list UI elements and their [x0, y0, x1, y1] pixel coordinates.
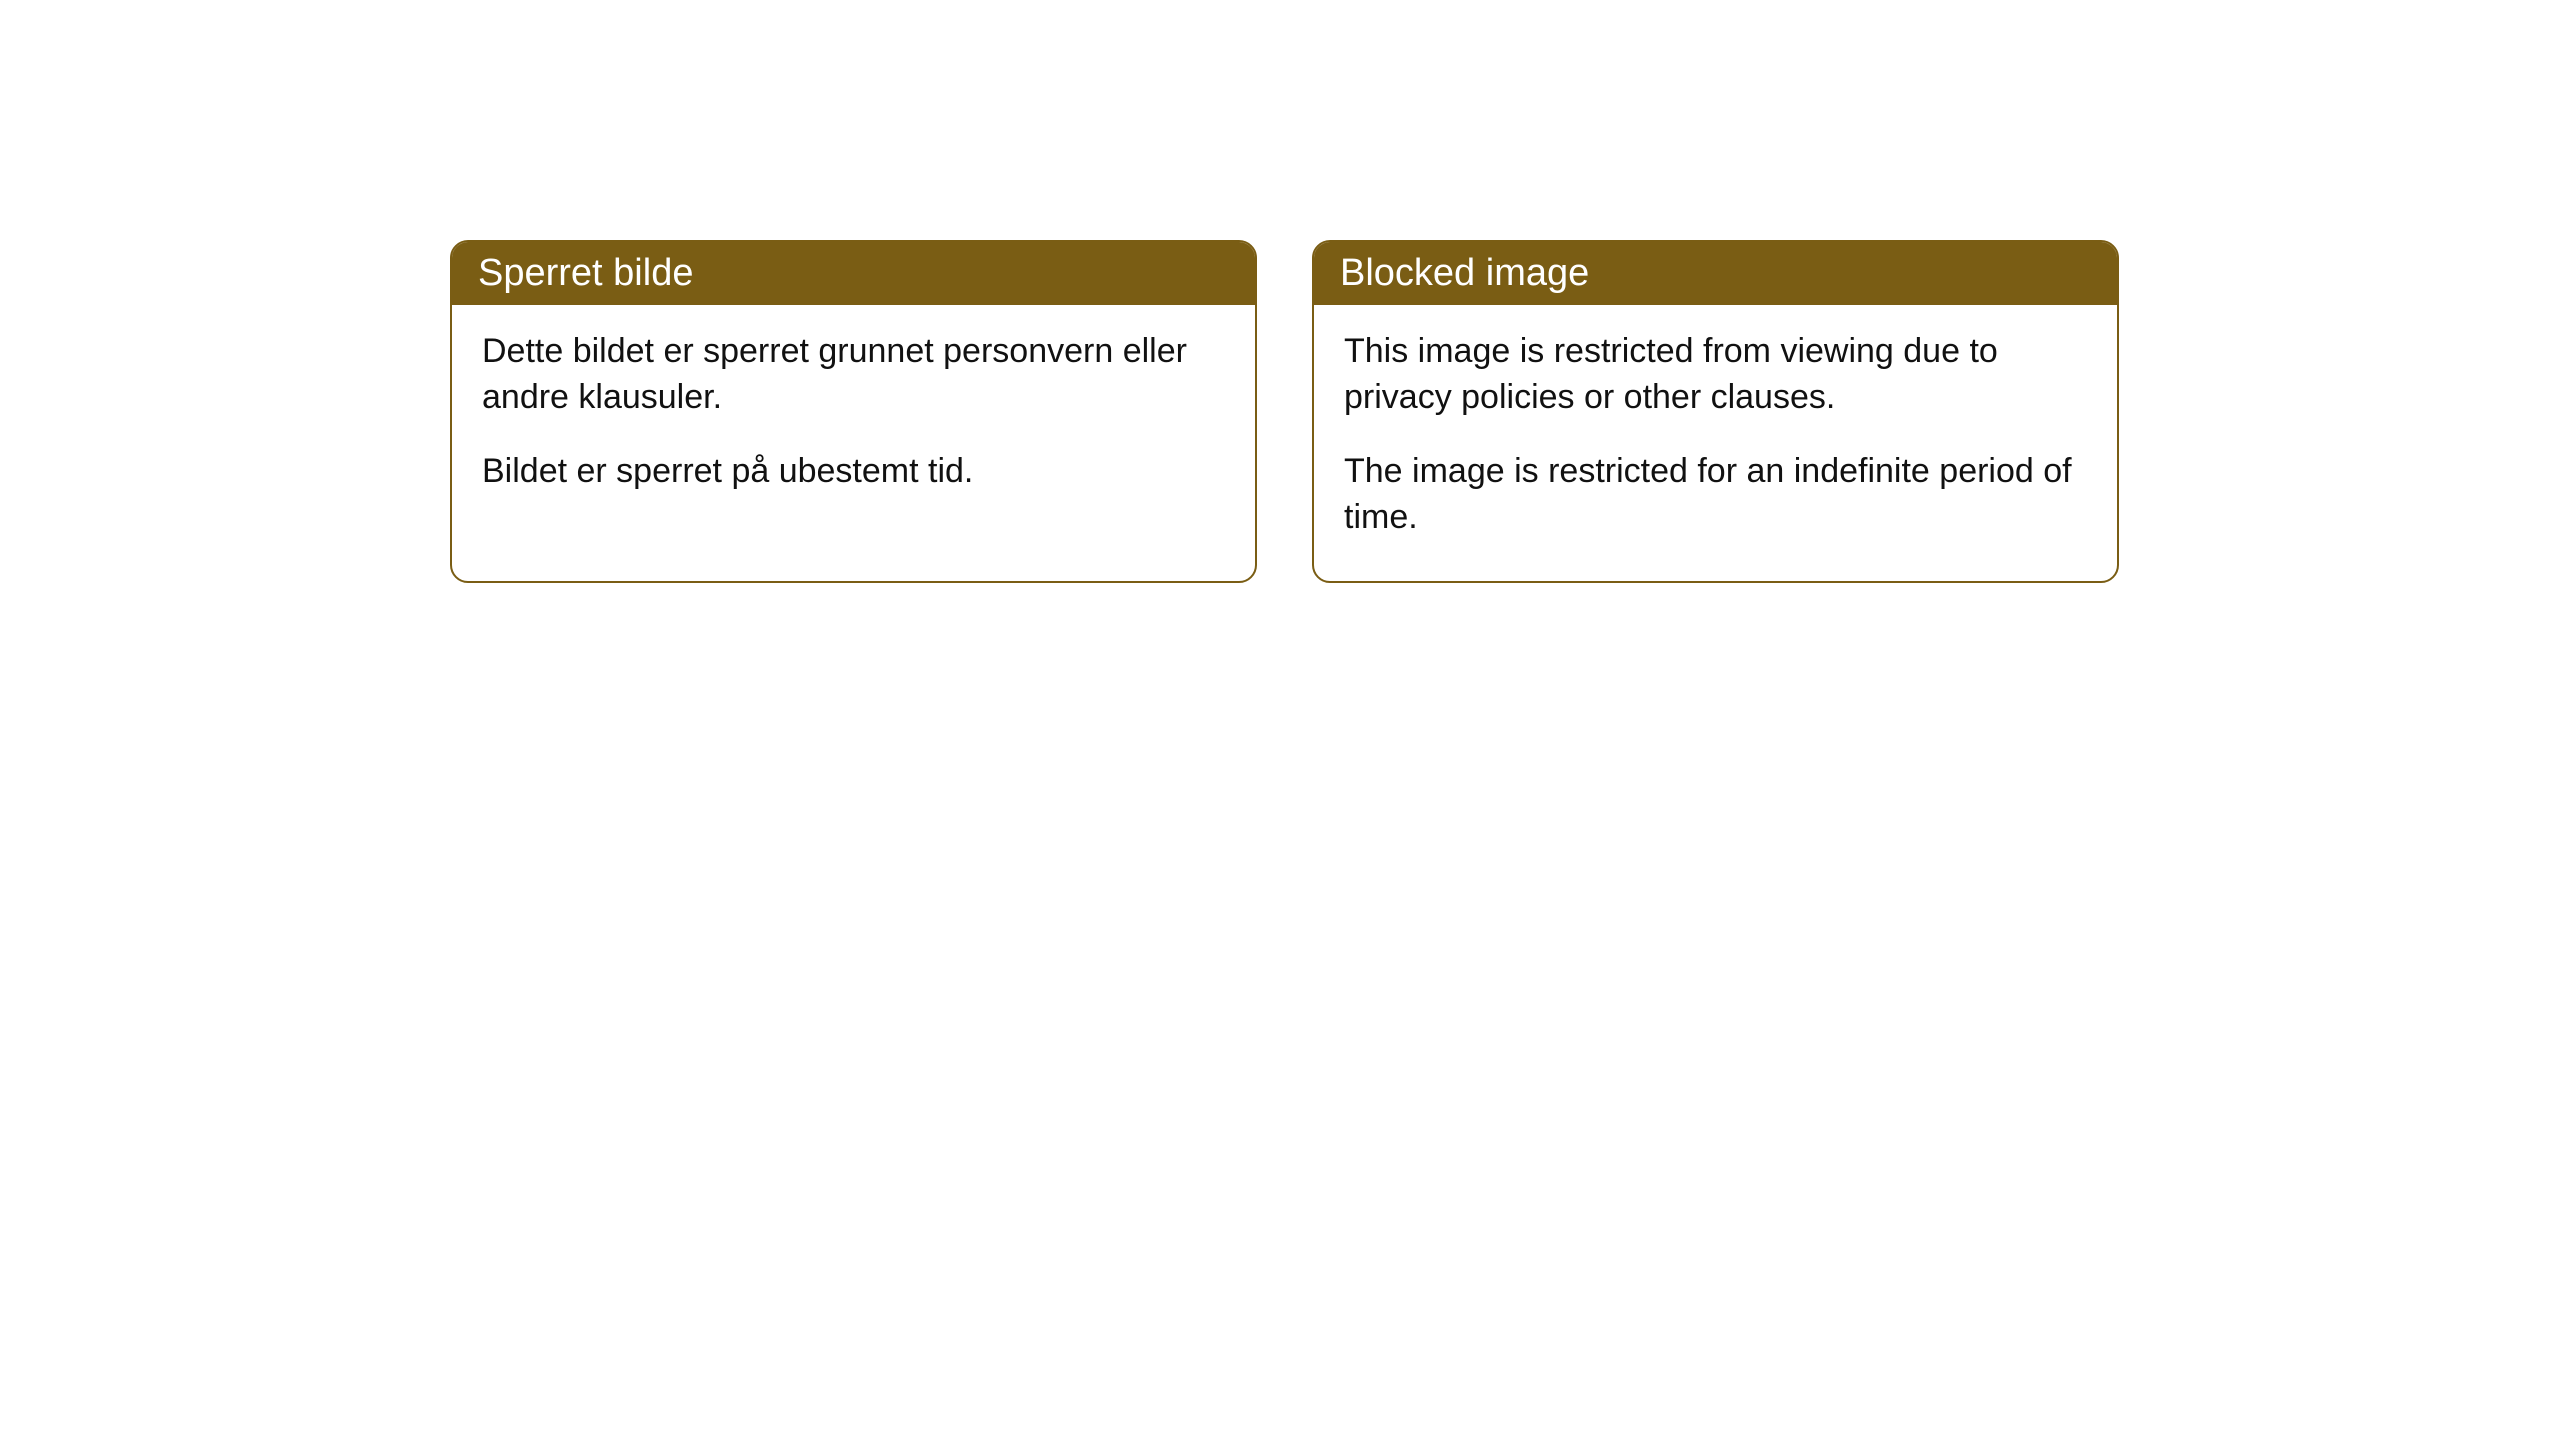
card-paragraph: Bildet er sperret på ubestemt tid. [482, 449, 1225, 495]
card-header: Blocked image [1314, 242, 2117, 305]
notice-card-english: Blocked image This image is restricted f… [1312, 240, 2119, 583]
card-title: Sperret bilde [478, 252, 693, 294]
notice-card-norwegian: Sperret bilde Dette bildet er sperret gr… [450, 240, 1257, 583]
card-body: This image is restricted from viewing du… [1314, 305, 2117, 581]
notice-cards-container: Sperret bilde Dette bildet er sperret gr… [450, 240, 2119, 583]
card-header: Sperret bilde [452, 242, 1255, 305]
card-title: Blocked image [1340, 252, 1589, 294]
card-paragraph: This image is restricted from viewing du… [1344, 329, 2087, 421]
card-paragraph: Dette bildet er sperret grunnet personve… [482, 329, 1225, 421]
card-paragraph: The image is restricted for an indefinit… [1344, 449, 2087, 541]
card-body: Dette bildet er sperret grunnet personve… [452, 305, 1255, 535]
